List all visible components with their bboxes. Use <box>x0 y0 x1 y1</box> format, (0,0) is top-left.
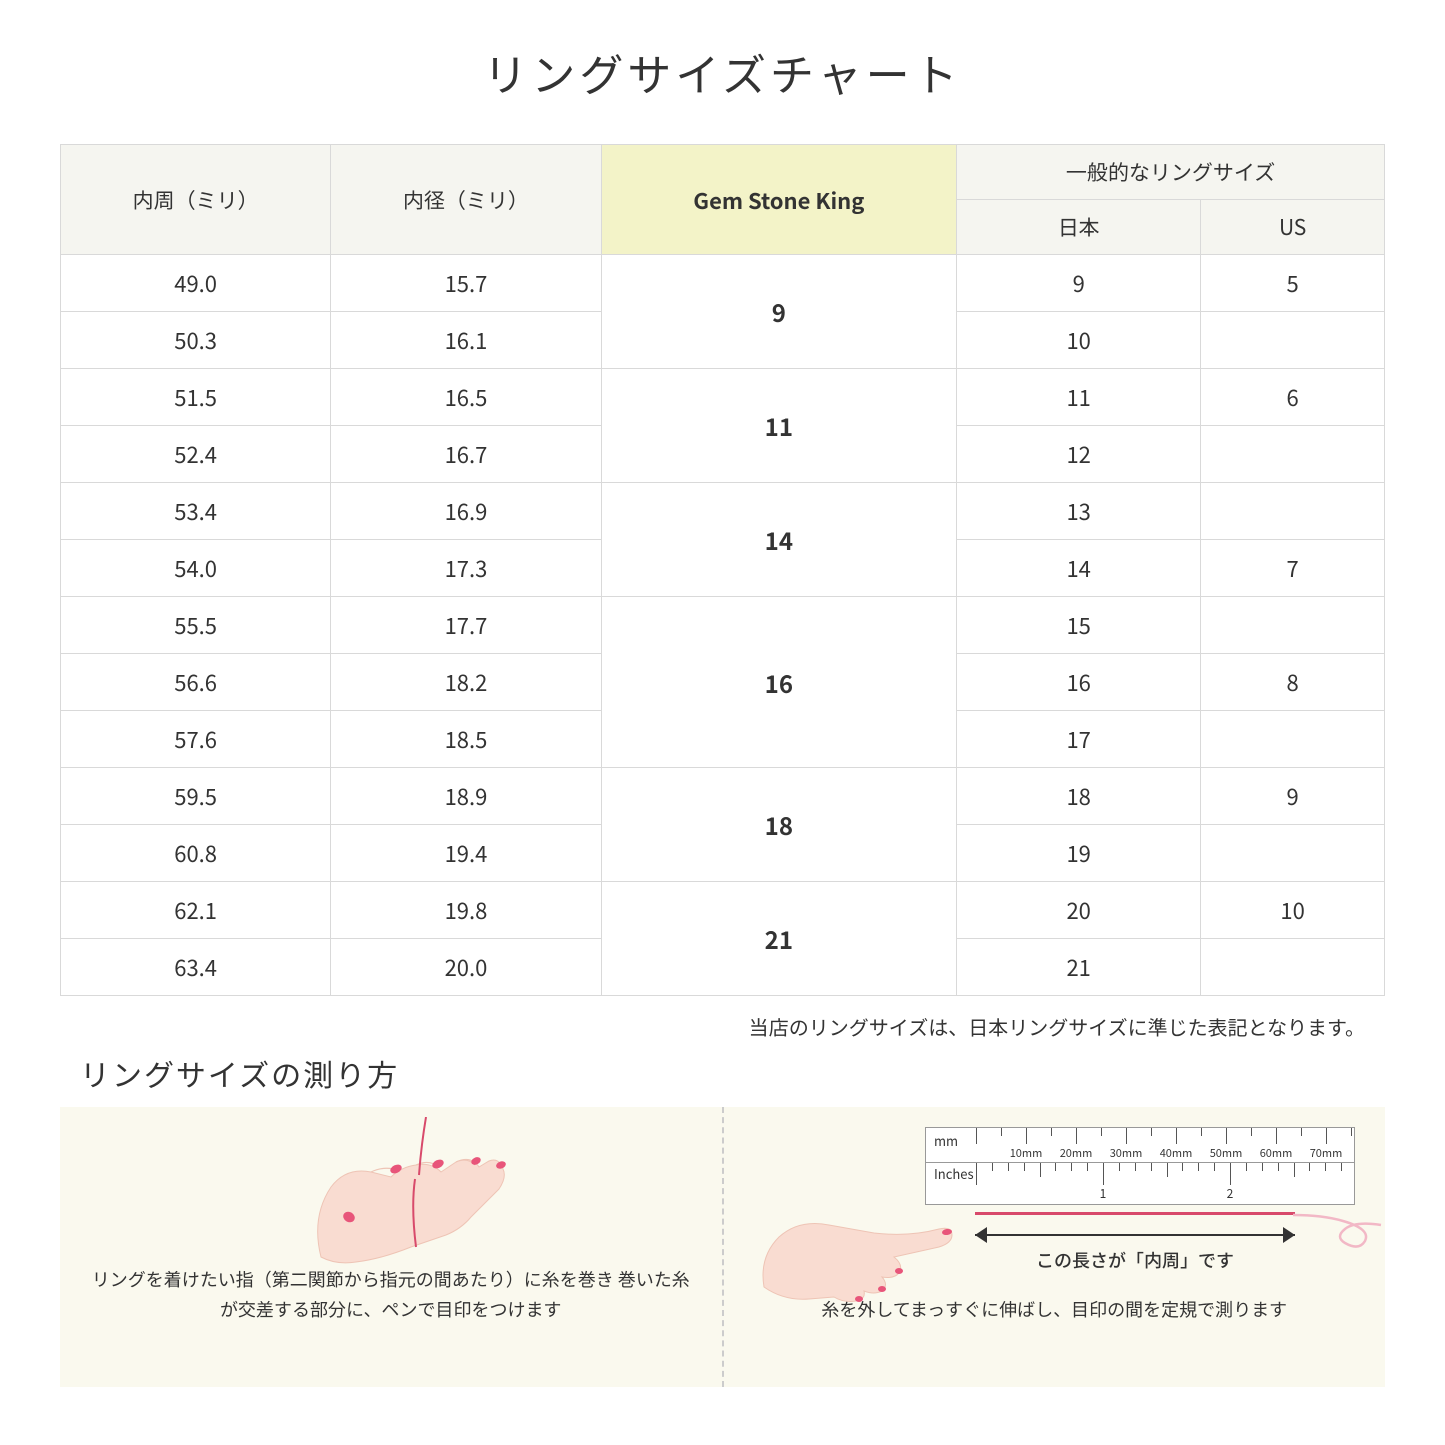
howto-title: リングサイズの測り方 <box>80 1051 1385 1095</box>
cell-jp: 18 <box>957 768 1201 825</box>
cell-jp: 11 <box>957 369 1201 426</box>
cell-us <box>1201 711 1385 768</box>
cell-gsk: 21 <box>601 882 957 996</box>
cell-diam: 16.7 <box>331 426 601 483</box>
thread-line-icon <box>975 1212 1295 1215</box>
cell-circ: 55.5 <box>61 597 331 654</box>
ruler-icon: mm Inches 10mm20mm30mm40mm50mm60mm70mm 1… <box>925 1127 1355 1205</box>
cell-circ: 50.3 <box>61 312 331 369</box>
cell-jp: 15 <box>957 597 1201 654</box>
cell-jp: 12 <box>957 426 1201 483</box>
cell-diam: 20.0 <box>331 939 601 996</box>
cell-us <box>1201 597 1385 654</box>
size-chart-table: 内周（ミリ） 内径（ミリ） Gem Stone King 一般的なリングサイズ … <box>60 144 1385 996</box>
cell-us: 9 <box>1201 768 1385 825</box>
page-title: リングサイズチャート <box>60 40 1385 104</box>
cell-gsk: 18 <box>601 768 957 882</box>
cell-us: 6 <box>1201 369 1385 426</box>
cell-gsk: 9 <box>601 255 957 369</box>
howto-section: リングを着けたい指（第二関節から指元の間あたり）に糸を巻き 巻いた糸が交差する部… <box>60 1107 1385 1387</box>
cell-jp: 10 <box>957 312 1201 369</box>
cell-circ: 49.0 <box>61 255 331 312</box>
cell-diam: 16.9 <box>331 483 601 540</box>
cell-circ: 56.6 <box>61 654 331 711</box>
cell-circ: 62.1 <box>61 882 331 939</box>
table-row: 59.518.918189 <box>61 768 1385 825</box>
thread-curl-icon <box>1293 1199 1383 1249</box>
measure-arrow-icon <box>975 1225 1295 1245</box>
cell-jp: 19 <box>957 825 1201 882</box>
hand-pointing-icon <box>754 1177 954 1307</box>
col-diameter: 内径（ミリ） <box>331 145 601 255</box>
cell-jp: 20 <box>957 882 1201 939</box>
table-row: 62.119.8212010 <box>61 882 1385 939</box>
cell-us: 10 <box>1201 882 1385 939</box>
cell-us <box>1201 483 1385 540</box>
measure-label: この長さが「内周」です <box>975 1247 1295 1273</box>
cell-circ: 51.5 <box>61 369 331 426</box>
col-us: US <box>1201 200 1385 255</box>
cell-us <box>1201 312 1385 369</box>
cell-jp: 17 <box>957 711 1201 768</box>
cell-us <box>1201 426 1385 483</box>
cell-jp: 21 <box>957 939 1201 996</box>
cell-diam: 17.3 <box>331 540 601 597</box>
cell-circ: 54.0 <box>61 540 331 597</box>
cell-us: 5 <box>1201 255 1385 312</box>
cell-circ: 57.6 <box>61 711 331 768</box>
ruler-unit-mm: mm <box>934 1131 958 1150</box>
cell-gsk: 14 <box>601 483 957 597</box>
cell-jp: 14 <box>957 540 1201 597</box>
cell-diam: 16.1 <box>331 312 601 369</box>
cell-us <box>1201 825 1385 882</box>
table-row: 53.416.91413 <box>61 483 1385 540</box>
ruler-diagram: mm Inches 10mm20mm30mm40mm50mm60mm70mm 1… <box>925 1127 1355 1205</box>
cell-circ: 59.5 <box>61 768 331 825</box>
col-japan: 日本 <box>957 200 1201 255</box>
cell-gsk: 11 <box>601 369 957 483</box>
cell-us: 7 <box>1201 540 1385 597</box>
cell-diam: 19.4 <box>331 825 601 882</box>
cell-diam: 15.7 <box>331 255 601 312</box>
cell-gsk: 16 <box>601 597 957 768</box>
cell-diam: 16.5 <box>331 369 601 426</box>
cell-diam: 17.7 <box>331 597 601 654</box>
col-gsk: Gem Stone King <box>601 145 957 255</box>
cell-jp: 13 <box>957 483 1201 540</box>
cell-jp: 16 <box>957 654 1201 711</box>
table-row: 51.516.511116 <box>61 369 1385 426</box>
table-row: 55.517.71615 <box>61 597 1385 654</box>
cell-diam: 18.9 <box>331 768 601 825</box>
table-row: 49.015.7995 <box>61 255 1385 312</box>
ruler-unit-inches: Inches <box>934 1164 974 1183</box>
cell-diam: 18.2 <box>331 654 601 711</box>
howto-step-1: リングを着けたい指（第二関節から指元の間あたり）に糸を巻き 巻いた糸が交差する部… <box>60 1107 724 1387</box>
cell-circ: 53.4 <box>61 483 331 540</box>
col-general: 一般的なリングサイズ <box>957 145 1385 200</box>
cell-circ: 60.8 <box>61 825 331 882</box>
cell-us: 8 <box>1201 654 1385 711</box>
cell-circ: 63.4 <box>61 939 331 996</box>
col-circumference: 内周（ミリ） <box>61 145 331 255</box>
cell-diam: 18.5 <box>331 711 601 768</box>
hand-with-thread-icon <box>261 1117 521 1297</box>
cell-circ: 52.4 <box>61 426 331 483</box>
cell-us <box>1201 939 1385 996</box>
cell-diam: 19.8 <box>331 882 601 939</box>
howto-step-2: mm Inches 10mm20mm30mm40mm50mm60mm70mm 1… <box>724 1107 1386 1387</box>
footnote: 当店のリングサイズは、日本リングサイズに準じた表記となります。 <box>60 1012 1385 1041</box>
cell-jp: 9 <box>957 255 1201 312</box>
